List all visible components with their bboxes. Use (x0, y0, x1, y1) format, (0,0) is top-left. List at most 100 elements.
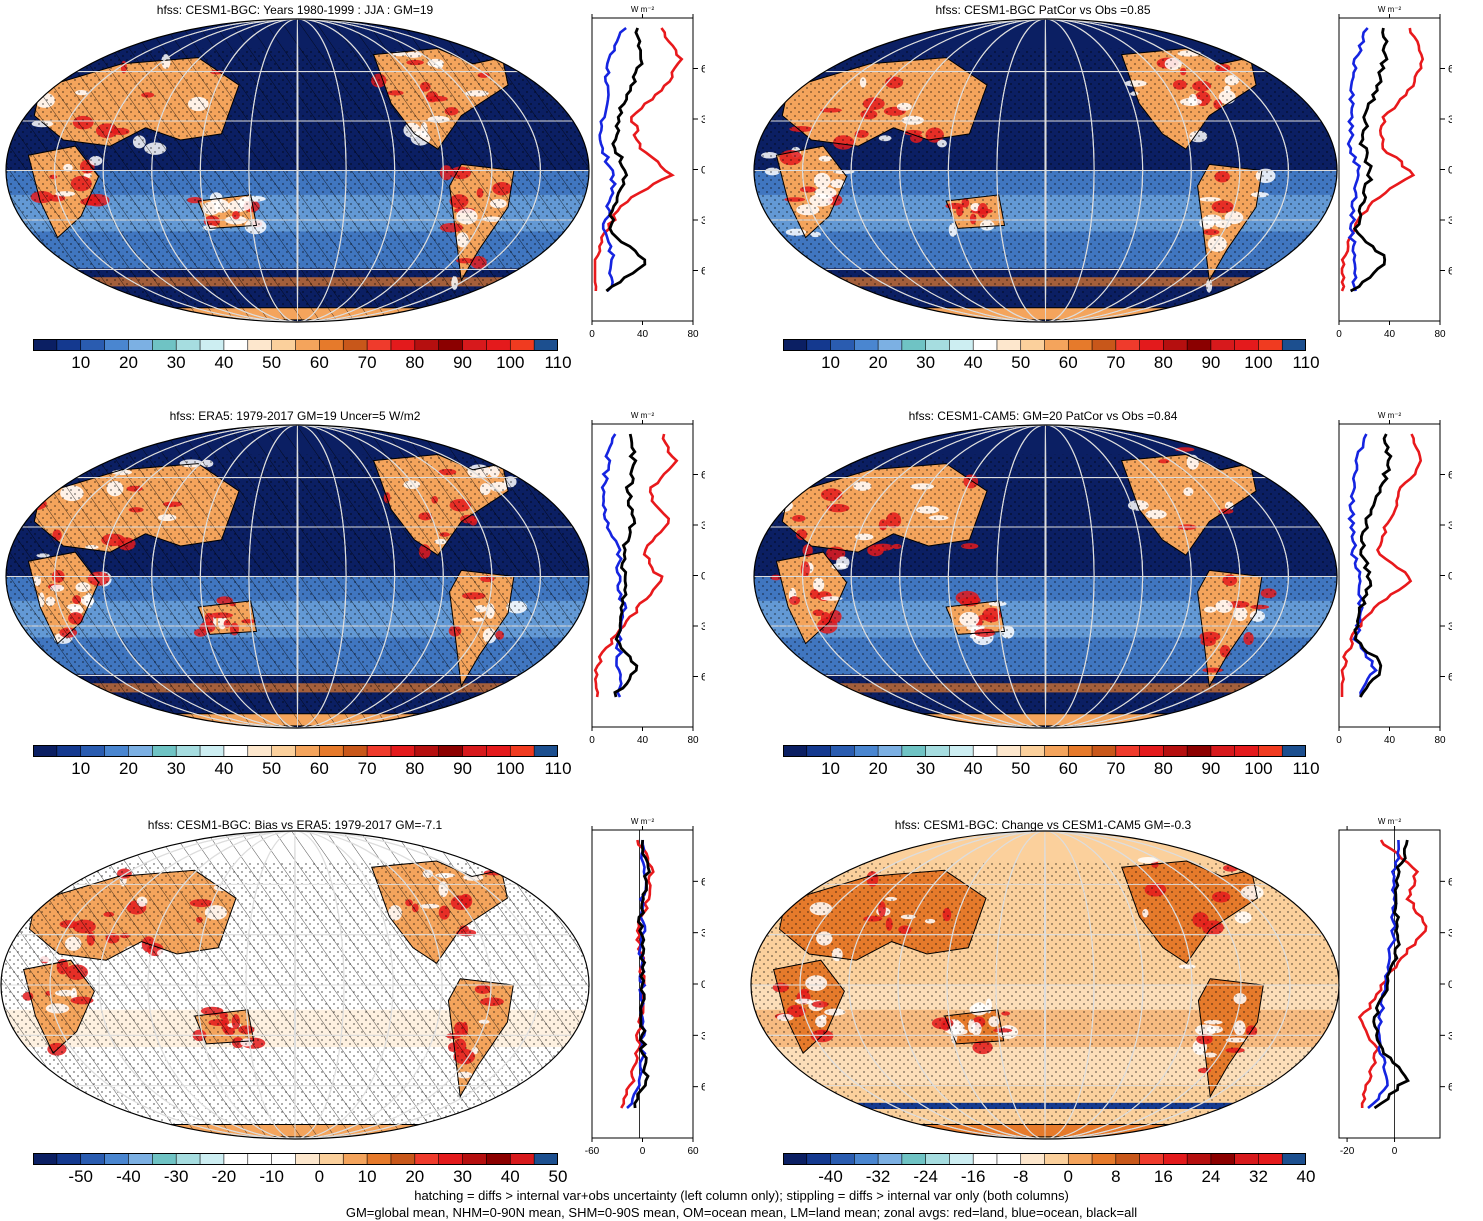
colorbar-swatch (830, 745, 855, 757)
colorbar-tick-label: 90 (1201, 759, 1221, 778)
colorbar-tick-label: -20 (211, 1167, 237, 1186)
colorbar-tick-label: 24 (1201, 1167, 1221, 1186)
colorbar-swatch (973, 745, 998, 757)
colorbar-swatch (104, 1153, 129, 1165)
colorbar-swatch (56, 745, 82, 757)
colorbar-swatch (438, 1153, 464, 1165)
colorbar-swatch (949, 339, 974, 351)
colorbar-labels: 10 20 30 40 50 60 70 80 90 100 110 (783, 759, 1319, 781)
colorbar-swatch (33, 1153, 58, 1165)
colorbar-tick-label: 60 (309, 759, 329, 778)
colorbar-tick-label: 20 (868, 353, 888, 372)
colorbar-swatch (438, 339, 464, 351)
colorbar-swatch (854, 339, 879, 351)
colorbar-swatch (996, 339, 1022, 351)
colorbar-tick-label: -8 (1013, 1167, 1029, 1186)
coastline (1266, 450, 1298, 477)
colorbar-tick-label: 40 (963, 759, 983, 778)
colorbar-tick-label: 70 (357, 353, 377, 372)
graticule-line (850, 19, 1241, 322)
colorbar-tick-label: 110 (1292, 353, 1320, 372)
zonal-x-tick-label: 40 (637, 329, 649, 340)
colorbar-swatch (1020, 339, 1045, 351)
graticule-line (947, 19, 1144, 322)
graticule-line (899, 425, 1192, 728)
zonal-lat-tick-label: 30N (701, 520, 705, 532)
colorbar-tick-label: -30 (163, 1167, 189, 1186)
colorbar-tick-label: 40 (214, 759, 234, 778)
graticule-line (946, 831, 1144, 1139)
colorbar-tick-label: 10 (71, 759, 91, 778)
zonal-x-tick-label: 0 (1392, 1146, 1398, 1157)
colorbar-labels: -40 -32 -24 -16 -8 0 8 16 24 32 40 (783, 1167, 1315, 1189)
zonal-unit-label: W m⁻² (1378, 5, 1402, 14)
colorbar-swatch (271, 1153, 296, 1165)
colorbar-tick-label: 30 (453, 1167, 472, 1186)
colorbar-swatch (1234, 745, 1259, 757)
zonal-unit-label: W m⁻² (1378, 817, 1402, 826)
colorbar-swatch (319, 339, 344, 351)
colorbar-tick-label: -40 (818, 1167, 843, 1186)
graticule-line (802, 19, 1289, 322)
land-mass (1269, 857, 1299, 883)
colorbar-swatch (783, 339, 808, 351)
coastline (518, 857, 550, 884)
colorbar-swatch (56, 1153, 82, 1165)
colorbar-swatch (996, 745, 1022, 757)
colorbar-tick-label: 80 (1153, 353, 1173, 372)
graticule-line (98, 831, 492, 1139)
colorbar-swatch (56, 339, 82, 351)
colorbar-tick-label: -10 (259, 1167, 284, 1186)
colorbar-swatch (247, 339, 273, 351)
colorbar-swatch (343, 1153, 368, 1165)
colorbar-swatch (1044, 745, 1069, 757)
colorbar-swatch (901, 339, 927, 351)
zonal-ocean-line (1346, 27, 1369, 292)
colorbar-tick-label: 8 (1111, 1167, 1121, 1186)
colorbar-swatch (1068, 1153, 1093, 1165)
colorbar-swatch (343, 745, 368, 757)
colorbar-swatch (295, 1153, 320, 1165)
world-map (0, 830, 590, 1140)
colorbar-tick-label: 0 (314, 1167, 325, 1186)
zonal-all-line (613, 433, 639, 698)
colorbar-swatch (1187, 745, 1212, 757)
colorbar-swatch (104, 745, 129, 757)
zonal-lat-tick-label: 60S (701, 672, 705, 684)
land-mass (519, 857, 549, 883)
coastline (518, 450, 550, 477)
zonal-x-tick-label: 0 (589, 735, 595, 746)
zonal-mean-plot: W m⁻² 60N 30N 0 30S 60S 0 40 80 (1336, 5, 1452, 340)
colorbar-tick-label: 100 (1244, 353, 1273, 372)
colorbar-swatch (783, 1153, 808, 1165)
colorbar-swatch (200, 1153, 225, 1165)
colorbar-tick-label: 80 (405, 353, 425, 372)
colorbar-swatch (390, 1153, 416, 1165)
colorbar-swatch (1258, 745, 1283, 757)
colorbar-tick-label: 20 (118, 759, 138, 778)
colorbar-swatch (1282, 339, 1306, 351)
colorbar-tick-label: 10 (357, 1167, 377, 1186)
zonal-all-line (1353, 433, 1393, 698)
colorbar-tick-label: 20 (868, 759, 888, 778)
world-map (5, 18, 590, 323)
colorbar-swatch (319, 1153, 344, 1165)
colorbar-tick-label: -16 (960, 1167, 986, 1186)
colorbar-swatch (1187, 339, 1212, 351)
colorbar-swatch (152, 1153, 177, 1165)
colorbar-tick-label: 100 (496, 759, 525, 778)
zonal-all-line (605, 27, 647, 293)
zonal-x-tick-label: 80 (687, 329, 699, 340)
colorbar-tick-label: 90 (1201, 353, 1221, 372)
colorbar-tick-label: 60 (1058, 759, 1078, 778)
colorbar (33, 1153, 558, 1165)
colorbar-swatch (1258, 1153, 1283, 1165)
colorbar-tick-label: 30 (916, 353, 936, 372)
colorbar-swatch (33, 339, 58, 351)
colorbar-swatch (80, 339, 106, 351)
colorbar (783, 339, 1306, 351)
zonal-all-line (633, 839, 651, 1109)
footer-caption-line-2: GM=global mean, NHM=0-90N mean, SHM=0-90… (345, 1205, 1138, 1220)
colorbar-swatch (367, 745, 392, 757)
zonal-ocean-line (600, 433, 628, 698)
